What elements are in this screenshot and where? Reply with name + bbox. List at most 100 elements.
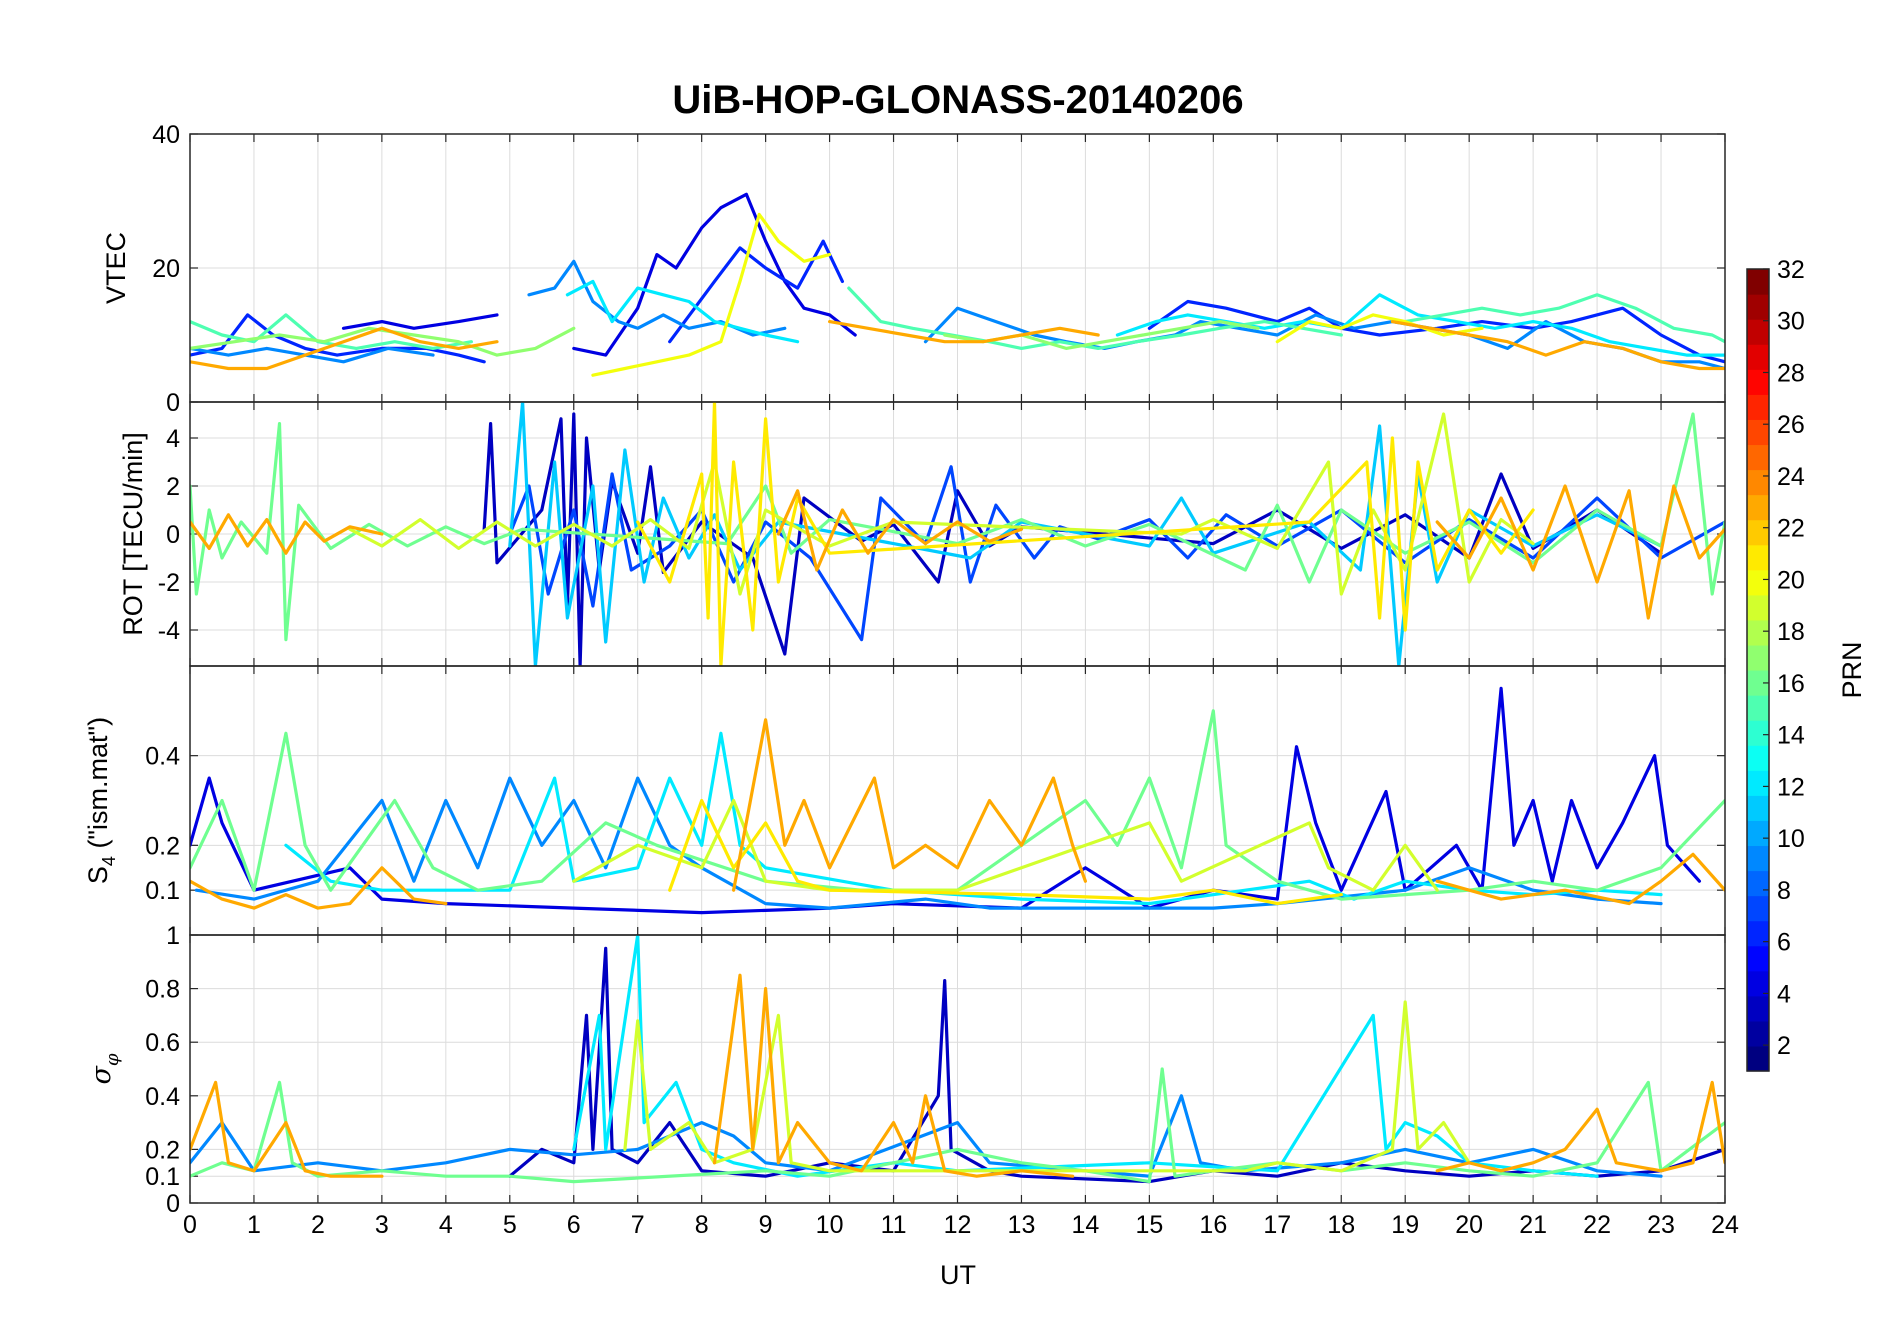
series-line-prn-23 (1435, 852, 1725, 906)
series-line-prn-9 (527, 259, 787, 337)
series-line-prn-23 (190, 866, 448, 910)
colorbar-segment (1747, 419, 1769, 446)
series-line-prn-21 (668, 798, 1343, 906)
series-line-prn-9 (190, 1094, 1663, 1178)
colorbar-segment (1747, 544, 1769, 571)
colorbar-tick-label: 18 (1777, 618, 1805, 646)
colorbar-tick-label: 6 (1777, 929, 1791, 957)
x-tick-label: 24 (1711, 1211, 1739, 1239)
colorbar-tick-label: 8 (1777, 877, 1791, 905)
panel-s4: 0.1 0.2 0.4 S4 ("ism.mat") (83, 665, 1726, 936)
colorbar-segment (1747, 695, 1769, 721)
colorbar-segment (1747, 294, 1769, 320)
colorbar-segment (1747, 644, 1769, 671)
y-axis-label: σφ (86, 1053, 123, 1084)
colorbar-segment (1747, 394, 1769, 420)
panel-rot: -4 -2 0 2 4 ROT [TECU/min] (118, 401, 1726, 667)
series-line-prn-4 (190, 686, 1702, 915)
colorbar-segment (1747, 619, 1769, 646)
colorbar-tick-label: 4 (1777, 980, 1791, 1008)
x-tick-label: 0 (183, 1211, 197, 1239)
colorbar-segment (1747, 594, 1769, 621)
series-line-prn-6 (668, 239, 845, 344)
y-tick-label: 40 (152, 121, 180, 149)
series-line-prn-12 (284, 731, 1663, 906)
y-tick-label: 0.4 (145, 1083, 180, 1111)
x-tick-label: 15 (1135, 1211, 1163, 1239)
x-tick-label: 3 (375, 1211, 389, 1239)
series-line-prn-23 (1435, 484, 1725, 620)
series-line-prn-23 (712, 973, 1075, 1178)
y-tick-label: 0.2 (145, 832, 180, 860)
x-tick-label: 19 (1391, 1211, 1419, 1239)
series-line-prn-9 (194, 776, 1663, 910)
x-tick-label: 20 (1455, 1211, 1483, 1239)
series-line-prn-4 (341, 313, 499, 330)
colorbar-tick-label: 12 (1777, 773, 1805, 801)
series-line-prn-15 (1403, 293, 1725, 344)
x-tick-label: 2 (311, 1211, 325, 1239)
series-line-prn-16 (190, 709, 1725, 901)
series-group (190, 935, 1725, 1184)
colorbar-tick-label: 30 (1777, 308, 1805, 336)
y-tick-label: -2 (158, 569, 180, 597)
colorbar-segment (1747, 870, 1769, 897)
series-line-prn-17 (943, 320, 1260, 350)
series-line-prn-4 (572, 192, 857, 357)
y-tick-label: 0 (166, 521, 180, 549)
colorbar-frame (1746, 268, 1770, 1072)
colorbar-segment (1747, 770, 1769, 796)
x-tick-label: 5 (503, 1211, 517, 1239)
colorbar-tick-label: 16 (1777, 670, 1805, 698)
colorbar-segment (1747, 444, 1769, 471)
colorbar-tick-label: 2 (1777, 1032, 1791, 1060)
series-line-prn-3 (508, 946, 1725, 1184)
colorbar-segment (1747, 369, 1769, 395)
colorbar-segment (1747, 1020, 1769, 1047)
panel-sigma: 00.10.2 0.4 0.6 0.8 1 σφ (86, 922, 1726, 1218)
x-tick-label: 9 (759, 1211, 773, 1239)
colorbar-segment (1747, 569, 1769, 596)
colorbar-segment (1747, 670, 1769, 696)
y-tick-label: -4 (158, 617, 180, 645)
y-tick-label: 0.1 (145, 877, 180, 905)
colorbar-tick-label: 26 (1777, 411, 1805, 439)
x-tick-label: 12 (944, 1211, 972, 1239)
colorbar-segment (1747, 494, 1769, 521)
y-tick-label: 0.2 (145, 1136, 180, 1164)
colorbar-segment (1747, 469, 1769, 496)
colorbar-segment (1747, 1045, 1769, 1072)
x-tick-label: 1 (247, 1211, 261, 1239)
x-tick-label: 22 (1583, 1211, 1611, 1239)
chart-title: UiB-HOP-GLONASS-20140206 (672, 78, 1243, 122)
series-line-prn-12 (1115, 293, 1725, 357)
x-tick-label: 8 (695, 1211, 709, 1239)
x-tick-label: 7 (631, 1211, 645, 1239)
y-tick-label: 4 (166, 425, 180, 453)
series-group (190, 686, 1725, 915)
colorbar-segment (1747, 269, 1769, 295)
x-tick-label: 14 (1072, 1211, 1100, 1239)
x-tick-label: 10 (816, 1211, 844, 1239)
colorbar-tick-label: 22 (1777, 515, 1805, 543)
colorbar-segment (1747, 945, 1769, 972)
x-tick-label: 16 (1199, 1211, 1227, 1239)
x-tick-label: 6 (567, 1211, 581, 1239)
x-tick-label: 11 (881, 1211, 907, 1239)
x-tick-label: 17 (1263, 1211, 1291, 1239)
x-tick-label: 21 (1519, 1211, 1547, 1239)
series-line-prn-23 (731, 718, 1088, 892)
colorbar-segment (1747, 995, 1769, 1022)
series-line-prn-20 (1275, 313, 1484, 344)
series-group (190, 192, 1725, 377)
colorbar-tick-label: 28 (1777, 359, 1805, 387)
series-line-prn-23 (1390, 320, 1725, 371)
colorbar-segment (1747, 895, 1769, 922)
y-tick-label: 1 (166, 922, 180, 950)
series-line-prn-23 (190, 513, 384, 555)
y-tick-label: 2 (166, 473, 180, 501)
colorbar-segment (1747, 845, 1769, 872)
y-tick-label: 0 (166, 389, 180, 417)
